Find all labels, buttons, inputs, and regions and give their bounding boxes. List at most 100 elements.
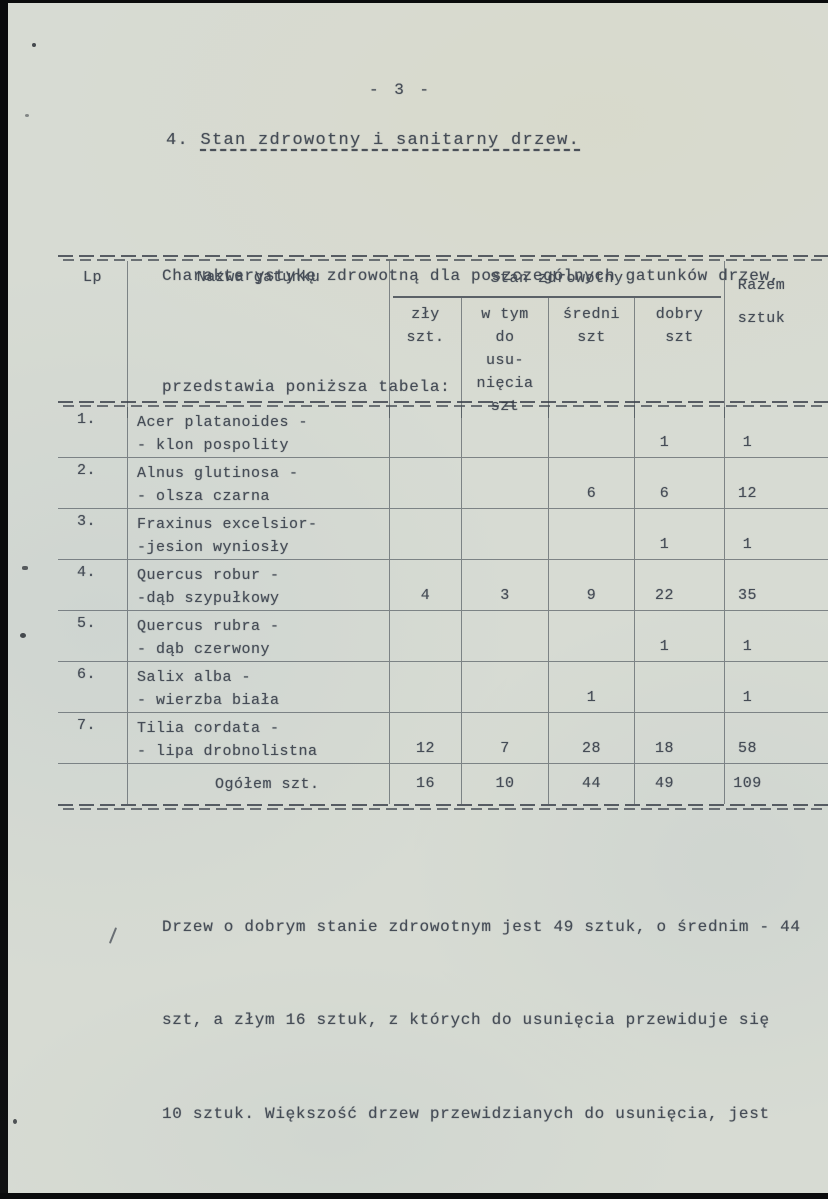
- species-latin: Acer platanoides -: [137, 414, 309, 431]
- col-header-nazwa-gatunku: Nazwa gatunku: [128, 261, 390, 418]
- value-zly: [390, 509, 462, 559]
- total-razem: 109: [733, 774, 762, 792]
- body-line: Drzew o dobrym stanie zdrowotnym jest 49…: [162, 917, 801, 936]
- col-header-lp: Lp: [58, 261, 128, 418]
- tree-health-table: Lp Nazwa gatunku Stan zdrowotny zły szt.…: [58, 255, 828, 810]
- value-sredni: [549, 509, 635, 559]
- value-sredni: 6: [549, 458, 635, 508]
- value-zly: 12: [390, 713, 462, 763]
- value-razem: 1: [742, 434, 753, 451]
- header-separator: [58, 401, 828, 407]
- value-do-usuniecia: [462, 611, 549, 661]
- row-number: 1.: [58, 407, 128, 457]
- value-razem: 1: [742, 638, 753, 655]
- species-polish: - wierzba biała: [137, 692, 280, 709]
- total-lp-empty: [58, 764, 128, 804]
- scan-edge-left: [0, 0, 8, 1199]
- row-number: 7.: [58, 713, 128, 763]
- page-number: - 3 -: [369, 81, 433, 99]
- species-name: Acer platanoides - - klon pospolity: [128, 407, 390, 457]
- value-do-usuniecia: [462, 662, 549, 712]
- col-header-sredni: średni szt: [549, 298, 635, 418]
- value-zly: [390, 611, 462, 661]
- value-do-usuniecia: 7: [462, 713, 549, 763]
- species-latin: Salix alba -: [137, 669, 252, 686]
- table-row: 7. Tilia cordata - - lipa drobnolistna 1…: [58, 712, 828, 763]
- value-sredni: [549, 611, 635, 661]
- value-zly: 4: [390, 560, 462, 610]
- species-polish: - olsza czarna: [137, 488, 271, 505]
- species-name: Quercus rubra - - dąb czerwony: [128, 611, 390, 661]
- total-sredni: 44: [549, 764, 635, 804]
- value-razem: 12: [737, 485, 757, 502]
- value-razem: 1: [742, 689, 753, 706]
- value-do-usuniecia: 3: [462, 560, 549, 610]
- total-zly: 16: [390, 764, 462, 804]
- species-latin: Quercus robur -: [137, 567, 280, 584]
- value-zly: [390, 458, 462, 508]
- ink-speck: [20, 633, 26, 638]
- total-do-usuniecia: 10: [462, 764, 549, 804]
- value-do-usuniecia: [462, 407, 549, 457]
- scan-edge-top: [0, 0, 828, 3]
- table-row: 6. Salix alba - - wierzba biała 1 1: [58, 661, 828, 712]
- row-number: 4.: [58, 560, 128, 610]
- value-dobry: 1: [635, 611, 725, 661]
- species-latin: Fraxinus excelsior-: [137, 516, 318, 533]
- species-polish: - dąb czerwony: [137, 641, 271, 658]
- body-line: uschnięta w całości, a pozostałe mają ob…: [162, 1193, 811, 1199]
- table-border-bottom: [58, 804, 828, 810]
- table-border-top: [58, 255, 828, 261]
- value-zly: [390, 662, 462, 712]
- species-polish: - lipa drobnolistna: [137, 743, 318, 760]
- species-latin: Alnus glutinosa -: [137, 465, 299, 482]
- value-dobry: 1: [635, 509, 725, 559]
- value-dobry: 22: [635, 560, 725, 610]
- row-number: 3.: [58, 509, 128, 559]
- value-do-usuniecia: [462, 509, 549, 559]
- intro-line: Charakterystykę zdrowotną dla poszczegól…: [162, 267, 781, 285]
- table-header: Lp Nazwa gatunku Stan zdrowotny zły szt.…: [58, 261, 828, 418]
- total-dobry: 49: [635, 764, 725, 804]
- col-header-dobry: dobry szt: [655, 306, 704, 346]
- table-row: 2. Alnus glutinosa - - olsza czarna 6 6 …: [58, 457, 828, 508]
- ink-speck: [13, 1119, 17, 1124]
- value-sredni: 1: [549, 662, 635, 712]
- value-sredni: 9: [549, 560, 635, 610]
- species-polish: - klon pospolity: [137, 437, 290, 454]
- heading-title: Stan zdrowotny i sanitarny drzew.: [200, 131, 581, 150]
- value-razem: 35: [737, 587, 757, 604]
- table-row: 1. Acer platanoides - - klon pospolity 1…: [58, 407, 828, 457]
- intro-line: przedstawia poniższa tabela:: [162, 378, 451, 396]
- value-dobry: 1: [635, 407, 725, 457]
- total-label: Ogółem szt.: [128, 764, 390, 804]
- value-do-usuniecia: [462, 458, 549, 508]
- value-razem: 1: [742, 536, 753, 553]
- section-heading: 4. Stan zdrowotny i sanitarny drzew.: [166, 131, 580, 150]
- species-latin: Tilia cordata -: [137, 720, 280, 737]
- ink-speck: [32, 43, 36, 47]
- heading-number: 4.: [166, 131, 201, 150]
- group-title: Stan zdrowotny: [490, 270, 624, 287]
- species-name: Quercus robur - -dąb szypułkowy: [128, 560, 390, 610]
- col-header-do-usuniecia: w tym do usu- nięcia szt: [462, 298, 549, 418]
- species-name: Tilia cordata - - lipa drobnolistna: [128, 713, 390, 763]
- value-dobry: [635, 662, 725, 712]
- col-header-zly: zły szt.: [390, 298, 462, 418]
- value-dobry: 6: [635, 458, 725, 508]
- sub-headers: zły szt. w tym do usu- nięcia szt średni…: [390, 298, 724, 418]
- row-number: 2.: [58, 458, 128, 508]
- col-header-razem: Razem sztuk: [737, 277, 786, 327]
- body-line: szt, a złym 16 sztuk, z których do usuni…: [162, 1011, 770, 1030]
- species-polish: -jesion wyniosły: [137, 539, 290, 556]
- value-razem: 58: [737, 740, 757, 757]
- value-sredni: [549, 407, 635, 457]
- species-name: Alnus glutinosa - - olsza czarna: [128, 458, 390, 508]
- species-name: Salix alba - - wierzba biała: [128, 662, 390, 712]
- value-zly: [390, 407, 462, 457]
- ink-speck: [25, 114, 29, 117]
- table-row: 5. Quercus rubra - - dąb czerwony 1 1: [58, 610, 828, 661]
- value-sredni: 28: [549, 713, 635, 763]
- ink-speck: [22, 566, 28, 570]
